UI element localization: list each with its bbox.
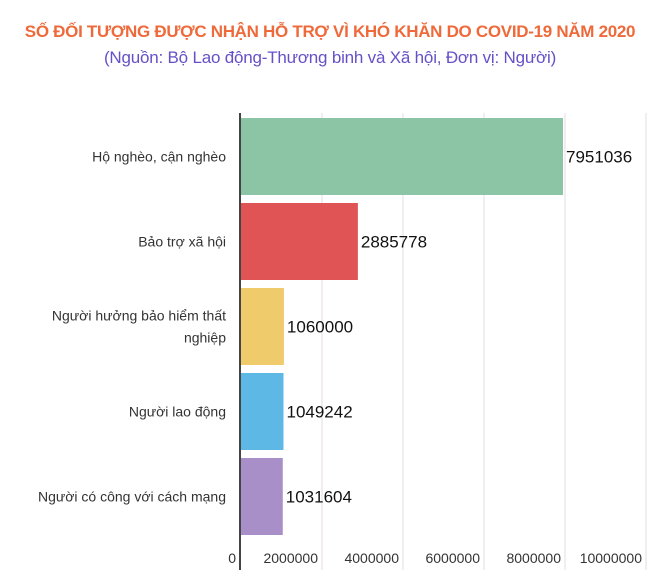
data-label: 1060000 (287, 318, 353, 337)
category-label: Người có công với cách mạng (38, 489, 226, 505)
data-label: 1031604 (286, 488, 352, 507)
bar (241, 373, 284, 450)
chart-subtitle: (Nguồn: Bộ Lao động-Thương binh và Xã hộ… (103, 48, 557, 67)
x-tick-label: 4000000 (344, 550, 399, 566)
bar (241, 458, 283, 535)
category-label: Người hưởng bảo hiểm thất (52, 308, 226, 324)
x-tick-label: 6000000 (425, 550, 480, 566)
x-tick-label: 2000000 (263, 550, 318, 566)
bar (241, 203, 358, 280)
category-label: Bảo trợ xã hội (138, 234, 226, 250)
x-tick-label: 0 (228, 550, 236, 566)
x-tick-label: 10000000 (580, 550, 643, 566)
category-label: Hộ nghèo, cận nghèo (92, 149, 226, 165)
data-label: 1049242 (286, 403, 352, 422)
chart-title: SỐ ĐỐI TƯỢNG ĐƯỢC NHẬN HỖ TRỢ VÌ KHÓ KHĂ… (24, 22, 636, 41)
category-label: nghiệp (184, 330, 226, 346)
data-label: 7951036 (566, 148, 632, 167)
category-label: Người lao động (129, 404, 226, 420)
bar (241, 118, 564, 195)
x-tick-label: 8000000 (506, 550, 561, 566)
bar (241, 288, 284, 365)
data-label: 2885778 (361, 233, 427, 252)
